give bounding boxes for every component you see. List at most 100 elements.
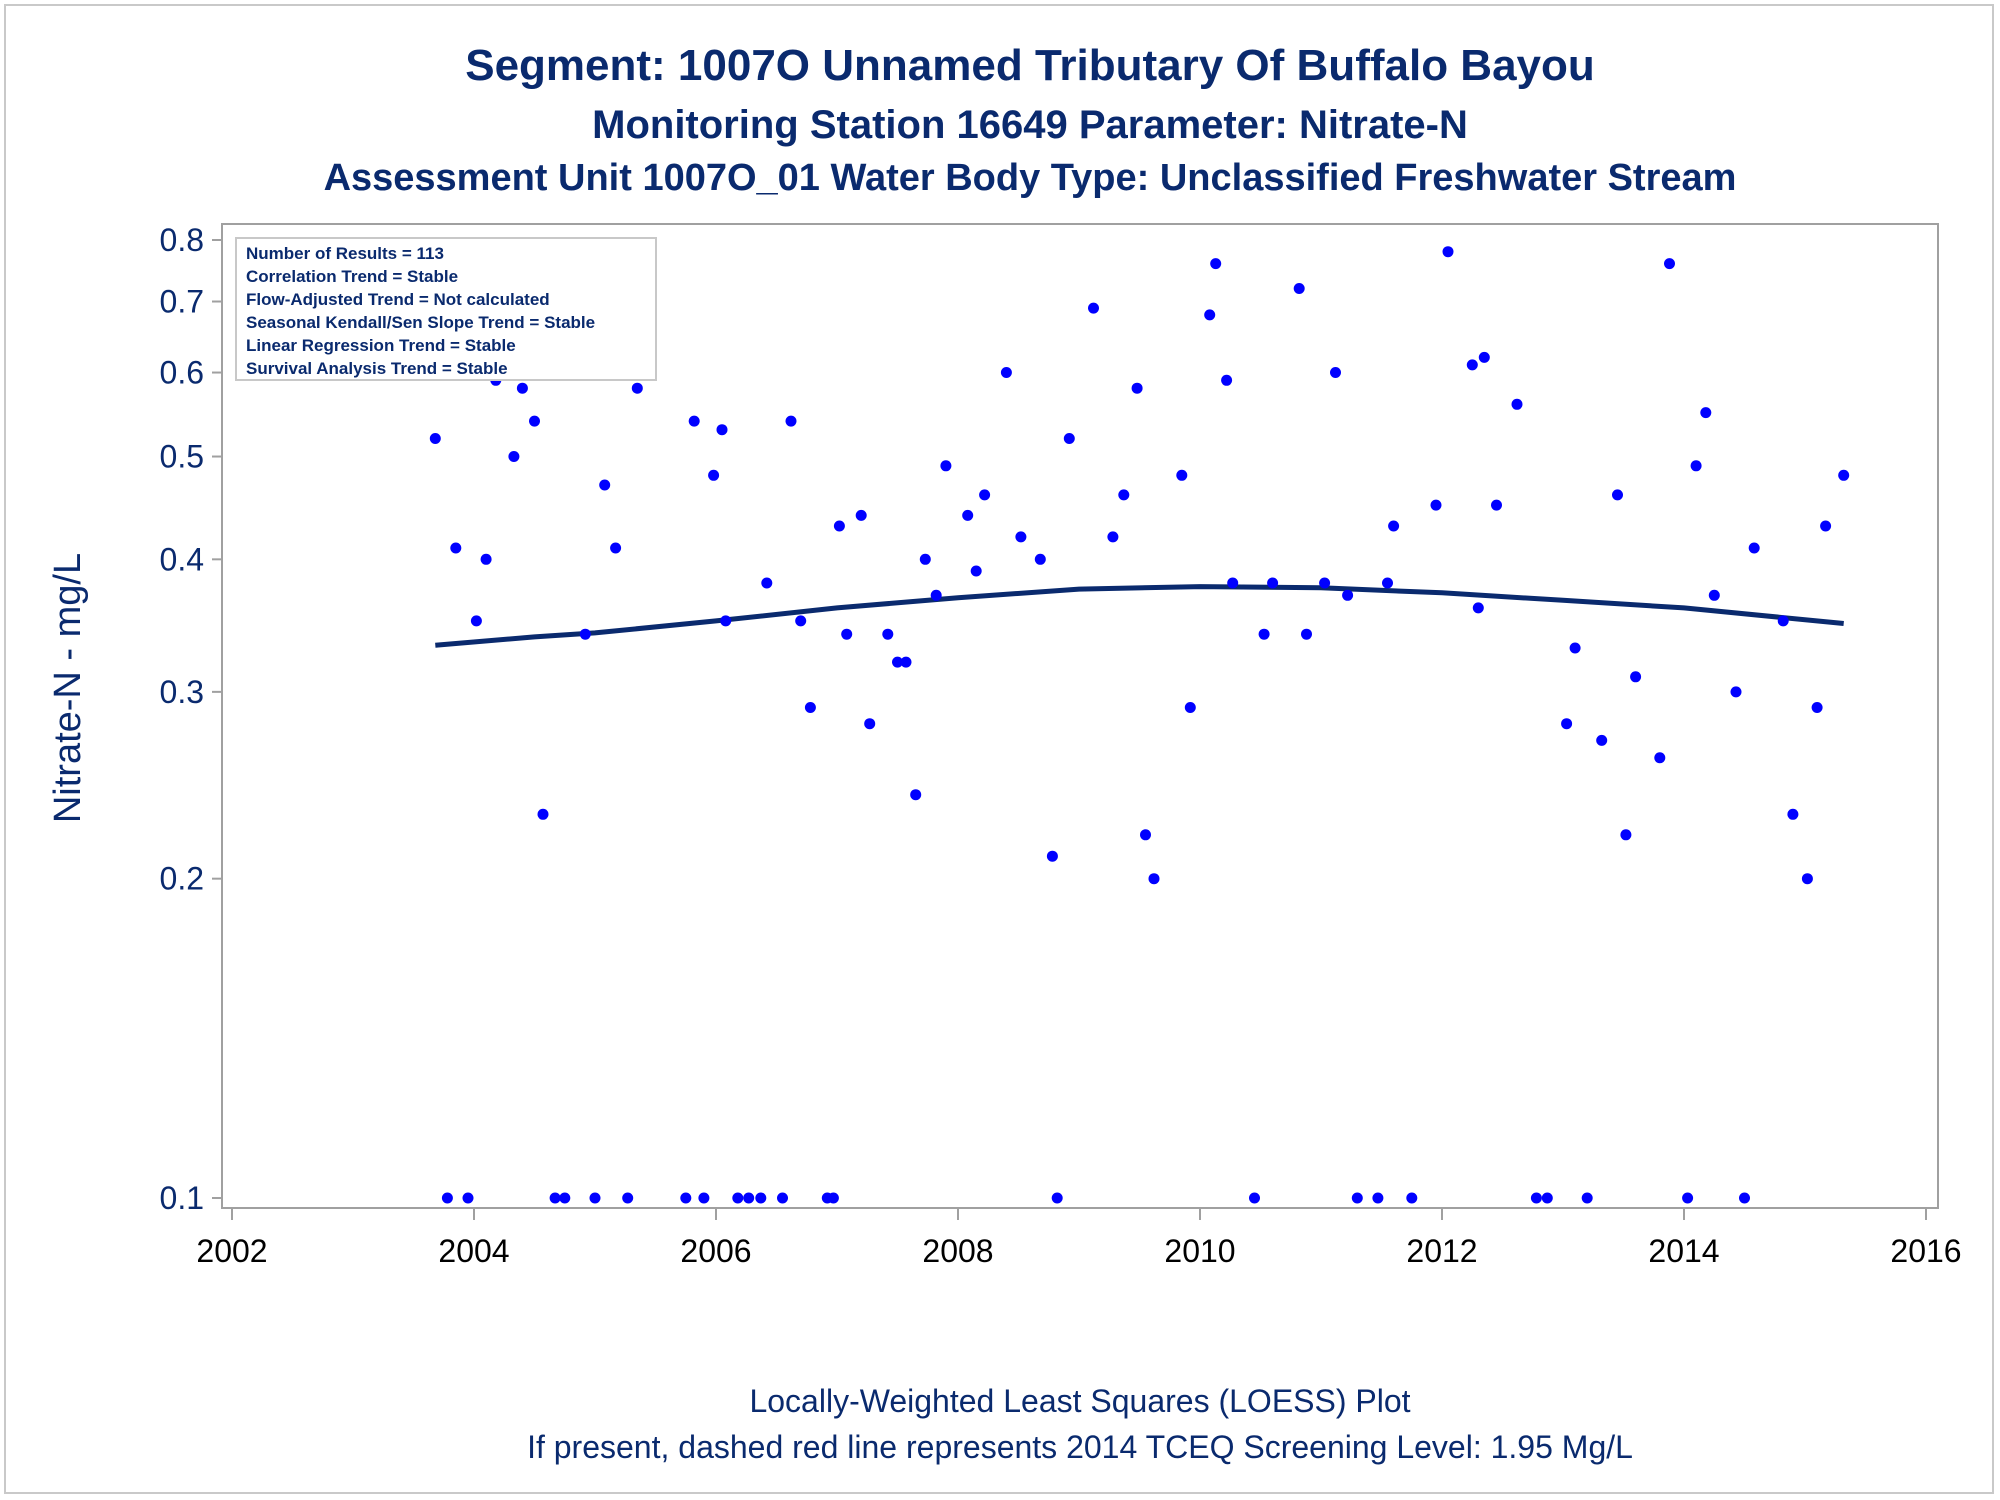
data-point [1442,246,1454,258]
data-point [755,1192,767,1204]
data-point [537,808,549,820]
data-point [549,1192,561,1204]
data-point [882,628,894,640]
stats-line-seasonal-kendall: Seasonal Kendall/Sen Slope Trend = Stabl… [246,313,595,332]
y-tick-label: 0.6 [160,355,204,391]
data-point [1478,351,1490,363]
data-point [516,382,528,394]
data-point [732,1192,744,1204]
data-point [1388,520,1400,532]
data-point [708,469,720,481]
data-point [1801,873,1813,885]
data-point [1351,1192,1363,1204]
loess-series [435,584,1844,648]
data-point [1430,499,1442,511]
data-point [1301,628,1312,640]
data-point [910,789,922,801]
data-point [761,577,773,589]
data-point [1612,489,1623,501]
data-point [940,460,952,472]
footnote-screening-level: If present, dashed red line represents 2… [527,1429,1633,1465]
data-point [1227,577,1239,589]
data-point [470,615,482,627]
y-tick-label: 0.7 [160,284,204,320]
data-point [589,1192,601,1204]
chart-title: Segment: 1007O Unnamed Tributary Of Buff… [465,41,1595,90]
data-point [688,415,700,427]
data-point [892,656,903,668]
data-point [1210,258,1222,270]
data-point [716,424,728,436]
x-tick-label: 2010 [1164,1233,1235,1269]
data-point [559,1192,571,1204]
data-point [1015,531,1027,543]
y-axis: 0.1 0.2 0.3 0.4 0.5 0.6 0.7 0.8 [160,222,222,1216]
data-point [1046,850,1058,862]
data-point [610,542,622,554]
x-tick-label: 2004 [438,1233,509,1269]
data-point [827,1192,839,1204]
data-point [1051,1192,1063,1204]
data-point [777,1192,788,1204]
data-point [1581,1192,1593,1204]
data-point [1511,398,1523,410]
data-point [462,1192,474,1204]
data-point [864,718,876,730]
data-point [962,509,974,521]
x-tick-label: 2016 [1890,1233,1961,1269]
data-point [698,1192,710,1204]
data-point [1620,829,1632,841]
data-point [1204,309,1216,321]
data-point [720,615,732,627]
data-point [900,656,912,668]
data-point [1664,258,1675,270]
data-point [1472,602,1484,614]
data-point [1654,752,1666,764]
data-point [1221,374,1233,386]
x-tick-label: 2008 [922,1233,993,1269]
loess-line [435,584,1844,648]
stats-box [235,237,657,381]
data-point [1541,1192,1553,1204]
footnote-loess: Locally-Weighted Least Squares (LOESS) P… [749,1383,1410,1419]
data-point [599,479,611,491]
stats-line-flow-adjusted: Flow-Adjusted Trend = Not calculated [246,290,550,309]
data-point [1748,542,1760,554]
data-point [1372,1192,1384,1204]
plot-area [221,223,1939,1209]
data-point [919,553,931,565]
data-point [1258,628,1270,640]
chart-subtitle-2: Assessment Unit 1007O_01 Water Body Type… [324,157,1737,199]
data-point [1730,686,1742,698]
data-point [1330,367,1341,378]
data-point [785,415,797,427]
y-tick-label: 0.3 [160,674,204,710]
data-point [1561,718,1573,730]
data-point [1176,469,1188,481]
data-point [1838,469,1850,481]
data-point [1118,489,1130,501]
data-point [1148,873,1160,885]
data-point [1708,589,1720,601]
data-point [1140,829,1151,841]
data-point [1088,302,1099,314]
data-point [855,509,867,521]
data-point [1293,283,1305,294]
data-point [1569,642,1581,654]
data-point [1382,577,1393,589]
data-point [979,489,991,501]
stats-line-correlation: Correlation Trend = Stable [246,267,458,286]
data-point [743,1192,755,1204]
data-point [841,628,853,640]
data-point [804,702,816,713]
data-point [1034,553,1046,565]
data-point [1319,577,1331,589]
data-point [1063,433,1075,444]
data-point [1820,520,1832,532]
data-point [1777,615,1789,627]
data-point [680,1192,692,1204]
data-point [1107,531,1119,543]
data-point [429,433,441,444]
data-point [1787,808,1799,820]
chart-subtitle: Monitoring Station 16649 Parameter: Nitr… [592,103,1468,147]
